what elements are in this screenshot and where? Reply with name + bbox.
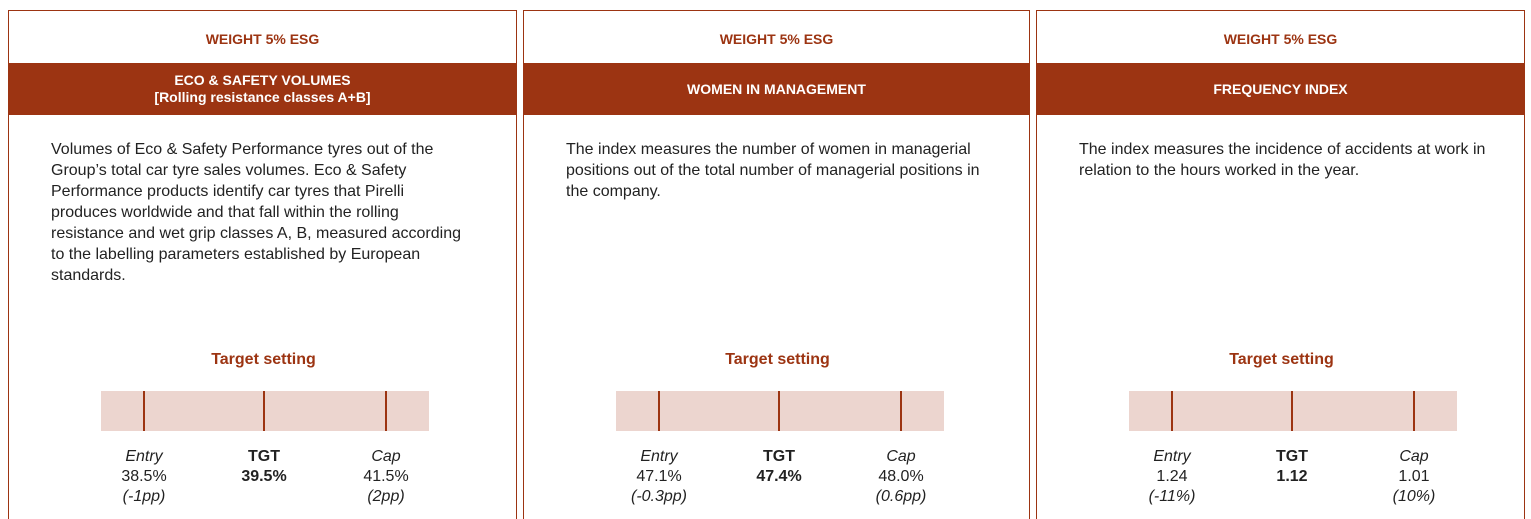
- entry-value: 38.5%: [121, 468, 167, 485]
- entry-column: Entry 47.1% (-0.3pp): [599, 447, 719, 507]
- entry-value: 47.1%: [636, 468, 682, 485]
- target-label: Target setting: [1229, 351, 1334, 368]
- cap-label: Cap: [1399, 448, 1429, 465]
- cap-column: Cap 48.0% (0.6pp): [841, 447, 961, 507]
- tick: [900, 391, 902, 431]
- tgt-label: TGT: [1276, 448, 1308, 465]
- cap-value: 1.01: [1398, 468, 1430, 485]
- entry-value: 1.24: [1156, 468, 1188, 485]
- cap-column: Cap 41.5% (2pp): [326, 447, 446, 507]
- weight-label: WEIGHT 5% ESG: [719, 31, 834, 47]
- target-label: Target setting: [725, 351, 830, 368]
- target-strip: [101, 391, 429, 431]
- entry-label: Entry: [1153, 448, 1191, 465]
- tgt-column: TGT 47.4%: [719, 447, 839, 487]
- kpi-panel: WEIGHT 5% ESG ECO & SAFETY VOLUMES [Rollin…: [8, 10, 517, 519]
- title-line: FREQUENCY INDEX: [1213, 80, 1348, 97]
- cap-label: Cap: [886, 448, 916, 465]
- tick: [778, 391, 780, 431]
- description: Volumes of Eco & Safety Performance tyre…: [51, 141, 461, 284]
- tick: [1413, 391, 1415, 431]
- tgt-value: 1.12: [1276, 468, 1308, 485]
- entry-delta: (-11%): [1148, 488, 1196, 505]
- title-line: ECO & SAFETY VOLUMES: [174, 72, 351, 88]
- tick: [658, 391, 660, 431]
- cap-column: Cap 1.01 (10%): [1354, 447, 1474, 507]
- weight-label: WEIGHT 5% ESG: [205, 31, 320, 47]
- title-band: ECO & SAFETY VOLUMES [Rolling resistance …: [9, 63, 516, 115]
- entry-delta: (-1pp): [122, 488, 166, 505]
- entry-delta: (-0.3pp): [630, 488, 688, 505]
- kpi-panel: WEIGHT 5% ESG FREQUENCY INDEX The index me…: [1036, 10, 1525, 519]
- tick: [143, 391, 145, 431]
- weight-label: WEIGHT 5% ESG: [1223, 31, 1338, 47]
- tick: [1291, 391, 1293, 431]
- target-strip: [1129, 391, 1457, 431]
- entry-label: Entry: [125, 448, 163, 465]
- tgt-column: TGT 39.5%: [204, 447, 324, 487]
- cap-label: Cap: [371, 448, 401, 465]
- description: The index measures the incidence of acci…: [1079, 141, 1486, 179]
- cap-delta: (10%): [1392, 488, 1436, 505]
- tgt-value: 39.5%: [241, 468, 287, 485]
- title-line: WOMEN IN MANAGEMENT: [687, 80, 866, 97]
- tick: [385, 391, 387, 431]
- tick: [1171, 391, 1173, 431]
- kpi-panel: WEIGHT 5% ESG WOMEN IN MANAGEMENT The inde…: [523, 10, 1030, 519]
- entry-column: Entry 1.24 (-11%): [1112, 447, 1232, 507]
- description: The index measures the number of women i…: [566, 141, 980, 200]
- entry-column: Entry 38.5% (-1pp): [84, 447, 204, 507]
- tick: [263, 391, 265, 431]
- title-line: [Rolling resistance classes A+B]: [154, 89, 371, 105]
- title-band: FREQUENCY INDEX: [1037, 63, 1524, 115]
- target-strip: [616, 391, 944, 431]
- tgt-column: TGT 1.12: [1232, 447, 1352, 487]
- tgt-label: TGT: [763, 448, 795, 465]
- tgt-value: 47.4%: [756, 468, 802, 485]
- cap-delta: (0.6pp): [875, 488, 927, 505]
- cap-delta: (2pp): [367, 488, 405, 505]
- tgt-label: TGT: [248, 448, 280, 465]
- cap-value: 41.5%: [363, 468, 409, 485]
- target-label: Target setting: [211, 351, 316, 368]
- title-band: WOMEN IN MANAGEMENT: [524, 63, 1029, 115]
- entry-label: Entry: [640, 448, 678, 465]
- cap-value: 48.0%: [878, 468, 924, 485]
